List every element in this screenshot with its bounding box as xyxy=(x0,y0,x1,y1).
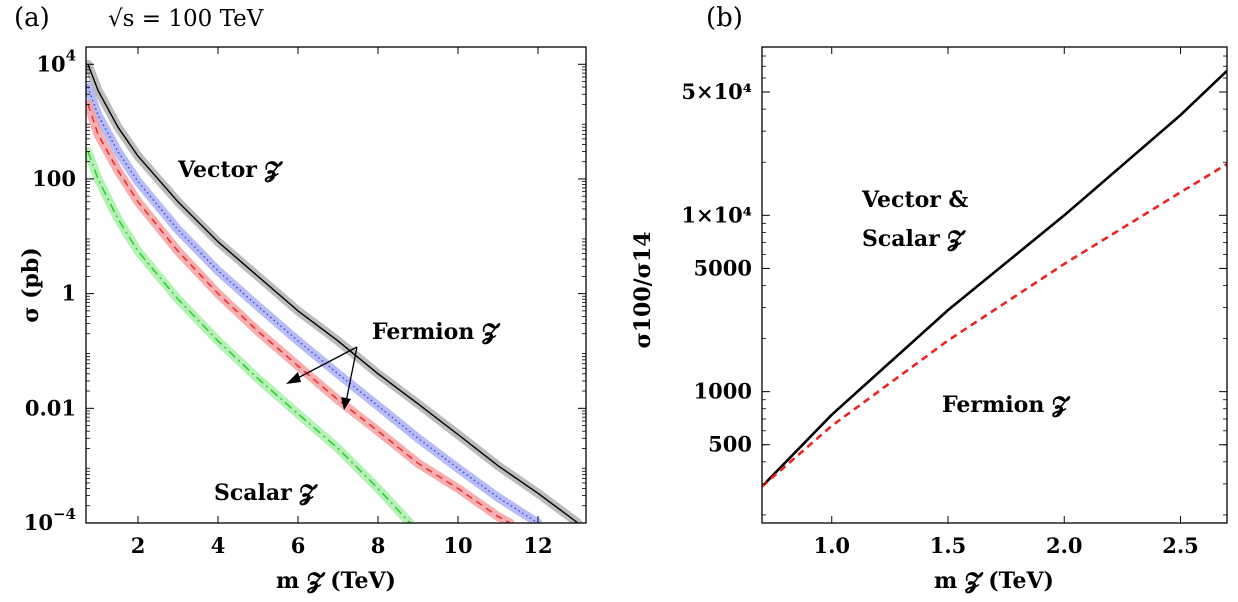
x-tick-label: 8 xyxy=(371,533,386,558)
y-tick-label: 100 xyxy=(32,166,76,191)
x-tick-label: 10 xyxy=(443,533,472,558)
x-tick-label: 1.0 xyxy=(813,533,850,558)
annotation-vector-scalar-line1: Vector & xyxy=(861,187,969,213)
y-tick-label: 104 xyxy=(36,46,76,76)
y-tick-label: 500 xyxy=(708,432,752,457)
x-ticks-b: 1.0 1.5 2.0 2.5 xyxy=(813,47,1199,558)
y-tick-base: 10 xyxy=(36,51,65,76)
panel-b-label: (b) xyxy=(706,3,743,33)
x-tick-label: 4 xyxy=(211,533,226,558)
annotation-scalar: Scalar 𝓩 xyxy=(214,480,318,506)
series-line-0 xyxy=(762,69,1227,488)
annotation-vector: Vector 𝓩 xyxy=(177,157,284,183)
panel-a: (a) √s = 100 TeV 2 4 6 8 10 12 10−40.01110010… xyxy=(14,3,587,594)
y-tick-exponent: −4 xyxy=(53,505,76,523)
series-line-3 xyxy=(87,151,411,523)
annotation-fermion-b: Fermion 𝓩 xyxy=(942,392,1071,418)
y-tick-label: 10−4 xyxy=(24,505,76,535)
y-tick-label: 1000 xyxy=(694,379,752,404)
annotation-fermion-a: Fermion 𝓩 xyxy=(372,319,501,345)
x-tick-label: 2.0 xyxy=(1046,533,1083,558)
y-tick-label: 1 xyxy=(61,281,76,306)
y-tick-label: 0.01 xyxy=(25,395,76,420)
series-line-2 xyxy=(87,104,511,523)
plot-area-b xyxy=(762,69,1227,488)
x-tick-label: 12 xyxy=(523,533,552,558)
series-band-1 xyxy=(86,82,543,523)
x-ticks-a: 2 4 6 8 10 12 xyxy=(131,47,553,558)
frame-b xyxy=(761,46,1228,524)
y-tick-label: 5000 xyxy=(694,255,752,280)
x-tick-label: 1.5 xyxy=(930,533,967,558)
series-band-0 xyxy=(86,59,583,523)
x-axis-title-b: m 𝓩 (TeV) xyxy=(934,568,1054,594)
y-tick-label: 5×10⁴ xyxy=(681,79,752,104)
x-axis-title-a: m 𝓩 (TeV) xyxy=(276,568,396,594)
panel-a-label: (a) xyxy=(14,3,50,33)
x-tick-label: 6 xyxy=(291,533,306,558)
series-band-3 xyxy=(86,147,415,523)
panel-b: (b) 1.0 1.5 2.0 2.5 500 1000 5000 1×10⁴ 5×10⁴ m… xyxy=(630,3,1228,594)
frame-a xyxy=(85,46,587,524)
series-line-1 xyxy=(762,162,1227,488)
series-line-0 xyxy=(87,64,579,523)
y-axis-title-b: σ100/σ14 xyxy=(630,231,656,348)
energy-label: √s = 100 TeV xyxy=(108,6,264,32)
plot-area-a xyxy=(86,59,583,523)
y-axis-title-a: σ (pb) xyxy=(18,247,44,322)
fermion-arrows xyxy=(286,346,358,410)
y-tick-label: 1×10⁴ xyxy=(681,202,752,227)
y-tick-exponent: 4 xyxy=(66,46,76,64)
x-tick-label: 2.5 xyxy=(1162,533,1199,558)
x-tick-label: 2 xyxy=(131,533,146,558)
annotation-vector-scalar-line2: Scalar 𝓩 xyxy=(862,226,966,252)
series-line-1 xyxy=(87,86,539,523)
y-tick-base: 10 xyxy=(24,510,53,535)
y-ticks-b: 500 1000 5000 1×10⁴ 5×10⁴ xyxy=(681,46,1227,516)
